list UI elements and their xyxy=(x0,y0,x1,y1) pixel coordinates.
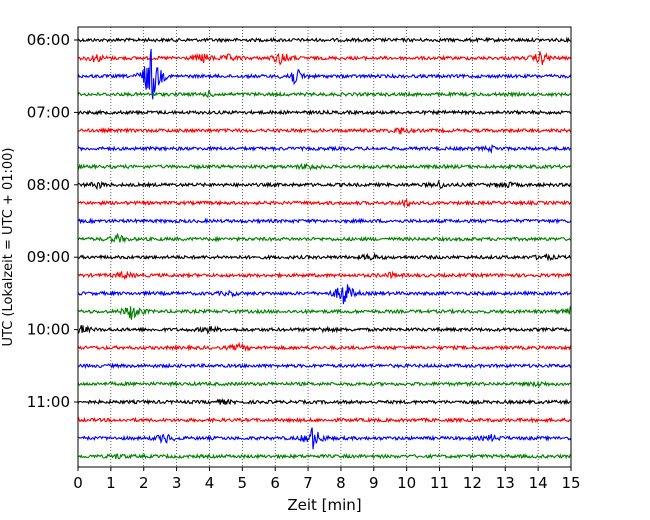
trace-0600 xyxy=(77,36,572,44)
y-tick-label: 06:00 xyxy=(27,31,70,49)
y-tick-label: 10:00 xyxy=(27,321,70,339)
x-tick-label: 6 xyxy=(270,474,280,492)
x-tick-label: 4 xyxy=(205,474,215,492)
plot-frame xyxy=(77,26,572,468)
y-tick-label: 08:00 xyxy=(27,176,70,194)
trace-1000 xyxy=(77,324,572,335)
trace-1030 xyxy=(77,362,572,370)
x-tick-label: 8 xyxy=(336,474,346,492)
seismic-traces xyxy=(77,36,572,460)
x-tick-label: 5 xyxy=(238,474,248,492)
trace-0615 xyxy=(77,51,572,66)
trace-0730 xyxy=(77,143,572,154)
trace-1115 xyxy=(77,416,572,424)
trace-0845 xyxy=(77,233,572,244)
trace-1130 xyxy=(77,427,572,450)
trace-0800 xyxy=(77,179,572,191)
x-tick-label: 15 xyxy=(561,474,580,492)
x-tick-label: 13 xyxy=(496,474,515,492)
trace-0815 xyxy=(77,198,572,209)
x-tick-label: 12 xyxy=(463,474,482,492)
y-tick-label: 09:00 xyxy=(27,248,70,266)
trace-0900 xyxy=(77,252,572,262)
x-tick-label: 10 xyxy=(397,474,416,492)
x-axis: 0 1 2 3 4 5 6 7 8 9 10 11 12 13 14 15 xyxy=(73,467,581,492)
x-tick-label: 9 xyxy=(369,474,379,492)
trace-1015 xyxy=(77,341,572,352)
x-tick-label: 3 xyxy=(172,474,182,492)
y-axis: 06:00 07:00 08:00 09:00 10:00 11:00 xyxy=(27,31,78,411)
y-axis-label: UTC (Lokalzeit = UTC + 01:00) xyxy=(1,148,16,347)
trace-0745 xyxy=(77,162,572,171)
x-tick-label: 0 xyxy=(73,474,83,492)
x-tick-label: 14 xyxy=(529,474,548,492)
trace-1145 xyxy=(77,452,572,460)
trace-0700 xyxy=(77,109,572,116)
x-axis-label: Zeit [min] xyxy=(287,496,361,514)
y-tick-label: 11:00 xyxy=(27,393,70,411)
trace-0715 xyxy=(77,127,572,135)
x-tick-label: 7 xyxy=(303,474,313,492)
trace-0915 xyxy=(77,270,572,281)
y-tick-label: 07:00 xyxy=(27,103,70,121)
x-tick-label: 11 xyxy=(430,474,449,492)
x-tick-label: 2 xyxy=(139,474,149,492)
trace-0945 xyxy=(77,306,572,320)
trace-0645 xyxy=(77,89,572,99)
trace-0630 xyxy=(77,48,572,100)
trace-0830 xyxy=(77,217,572,225)
trace-0930 xyxy=(77,284,572,305)
trace-1100 xyxy=(77,397,572,406)
x-tick-label: 1 xyxy=(106,474,116,492)
grid-lines xyxy=(110,27,539,467)
trace-1045 xyxy=(77,380,572,389)
